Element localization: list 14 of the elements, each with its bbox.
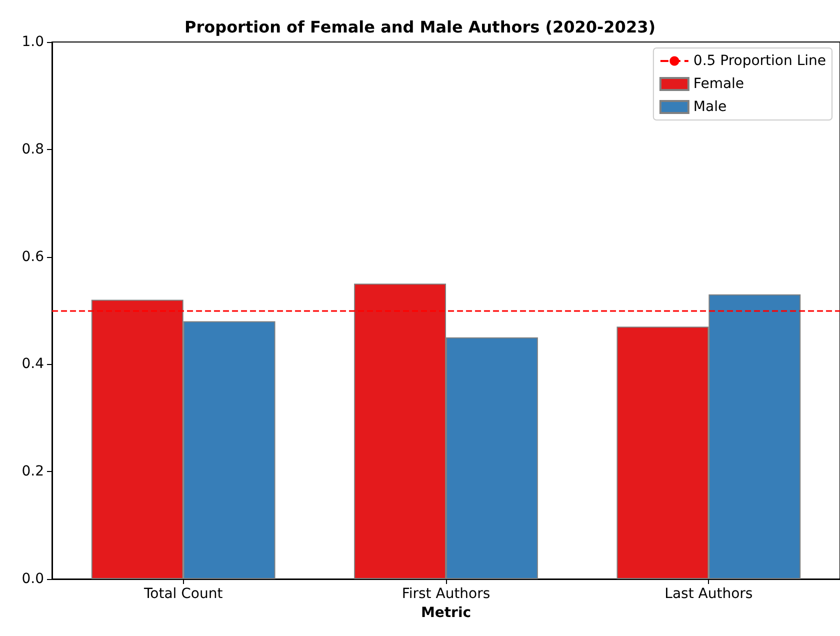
y-tick-label: 0.0 [22,571,44,587]
legend-label: 0.5 Proportion Line [693,53,826,69]
x-tick-label: Total Count [142,586,224,602]
x-axis-title: Metric [420,604,472,621]
x-tick-label: First Authors [402,586,490,602]
y-tick-label: 1.0 [22,34,44,50]
legend-label: Female [693,76,744,92]
legend-label: Male [693,99,727,115]
y-tick-label: 0.2 [22,464,44,480]
x-tick-label: Last Authors [664,586,753,602]
y-tick-label: 0.8 [22,141,44,158]
y-tick-label: 0.6 [22,248,44,265]
chart-title: Proportion of Female and Male Authors (2020-2023) [184,18,656,36]
y-tick-label: 0.4 [22,356,44,372]
